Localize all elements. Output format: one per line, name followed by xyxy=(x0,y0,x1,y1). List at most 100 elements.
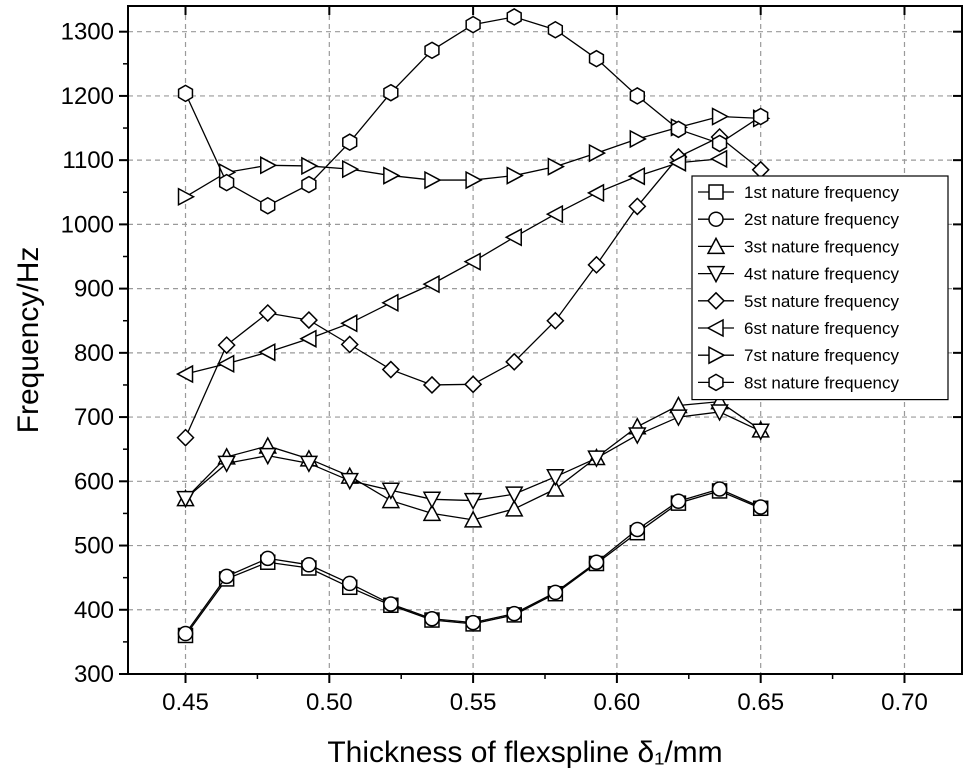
legend-marker xyxy=(708,211,724,227)
legend-entry: 1st nature frequency xyxy=(698,183,899,202)
data-point xyxy=(341,575,358,592)
data-point xyxy=(422,503,442,522)
data-point xyxy=(260,196,276,215)
legend-marker xyxy=(706,291,726,310)
y-tick-label: 700 xyxy=(74,404,114,431)
data-point xyxy=(301,557,317,573)
x-axis-title: Thickness of flexspline δ₁/mm xyxy=(327,736,722,769)
data-point xyxy=(340,335,359,354)
data-point xyxy=(465,15,481,34)
data-point xyxy=(505,352,524,371)
data-point xyxy=(424,170,442,190)
y-tick-label: 400 xyxy=(74,597,114,624)
legend-marker xyxy=(708,345,726,365)
data-point xyxy=(383,83,399,102)
data-point xyxy=(381,482,401,500)
x-tick-label: 0.50 xyxy=(306,689,353,716)
data-point xyxy=(422,491,442,509)
data-point xyxy=(506,605,522,622)
data-point xyxy=(751,423,770,441)
legend-box xyxy=(691,175,949,401)
x-tick-label: 0.55 xyxy=(450,689,497,716)
data-point xyxy=(463,492,483,511)
y-tick-label: 1300 xyxy=(61,19,114,46)
legend: 1st nature frequency 2st nature frequency… xyxy=(691,175,949,401)
data-point xyxy=(629,129,647,149)
legend-entry: 3st nature frequency xyxy=(698,236,899,256)
data-point xyxy=(588,143,607,163)
data-point xyxy=(217,455,236,473)
y-tick-label: 500 xyxy=(74,533,114,560)
data-point xyxy=(383,596,399,612)
data-point xyxy=(463,252,481,271)
data-point xyxy=(587,450,606,468)
x-tick-label: 0.60 xyxy=(594,689,641,716)
data-point xyxy=(670,493,687,509)
data-point xyxy=(668,153,687,172)
x-tick-label: 0.65 xyxy=(737,689,784,716)
data-point xyxy=(506,166,524,185)
data-point xyxy=(177,187,196,207)
data-point xyxy=(299,311,318,330)
data-point xyxy=(711,481,728,497)
data-point xyxy=(217,354,235,374)
data-point xyxy=(299,455,319,473)
data-point xyxy=(464,375,483,394)
data-point xyxy=(424,611,440,627)
series-4 xyxy=(176,404,770,511)
data-point xyxy=(217,336,236,355)
series-group xyxy=(175,8,771,644)
legend-label: 7st nature frequency xyxy=(744,346,899,365)
data-point xyxy=(752,499,769,515)
data-point xyxy=(301,156,319,176)
legend-label: 1st nature frequency xyxy=(744,183,899,202)
legend-label: 8st nature frequency xyxy=(744,373,899,392)
data-point xyxy=(670,120,687,139)
data-point xyxy=(629,521,646,538)
legend-label: 5st nature frequency xyxy=(744,292,899,311)
data-point xyxy=(711,107,730,126)
data-point xyxy=(465,614,481,631)
data-point xyxy=(709,149,728,169)
series-6 xyxy=(175,149,728,384)
legend-label: 2st nature frequency xyxy=(744,210,899,229)
data-point xyxy=(424,41,440,60)
data-point xyxy=(258,303,277,323)
data-point xyxy=(711,134,728,153)
y-tick-label: 600 xyxy=(74,468,114,495)
data-point xyxy=(342,133,358,152)
data-point xyxy=(546,479,565,497)
data-point xyxy=(504,499,524,517)
legend-marker xyxy=(706,318,724,338)
data-point xyxy=(299,329,317,348)
y-tick-label: 1200 xyxy=(61,83,114,110)
legend-label: 4st nature frequency xyxy=(744,265,899,284)
series-line xyxy=(185,158,720,375)
data-point xyxy=(218,568,235,585)
data-point xyxy=(588,554,605,570)
data-point xyxy=(381,490,401,509)
data-point xyxy=(176,428,195,447)
legend-marker xyxy=(706,236,726,255)
data-point xyxy=(463,510,483,528)
legend-entry: 4st nature frequency xyxy=(698,265,899,284)
data-point xyxy=(628,197,647,216)
data-point xyxy=(547,20,564,39)
data-point xyxy=(383,166,401,185)
data-point xyxy=(218,173,235,192)
data-point xyxy=(586,183,605,203)
data-point xyxy=(629,87,645,105)
axes: 0.45 0.50 0.55 0.60 0.65 0.70 300 400 500 600 700 8… xyxy=(61,5,963,716)
data-point xyxy=(547,157,565,176)
data-point xyxy=(504,486,524,504)
data-point xyxy=(175,364,194,384)
data-point xyxy=(422,375,442,395)
data-point xyxy=(628,427,647,445)
data-point xyxy=(506,8,522,26)
data-point xyxy=(258,447,278,466)
data-point xyxy=(381,293,399,312)
data-point xyxy=(340,472,359,491)
data-point xyxy=(177,84,194,103)
data-point xyxy=(340,314,358,333)
